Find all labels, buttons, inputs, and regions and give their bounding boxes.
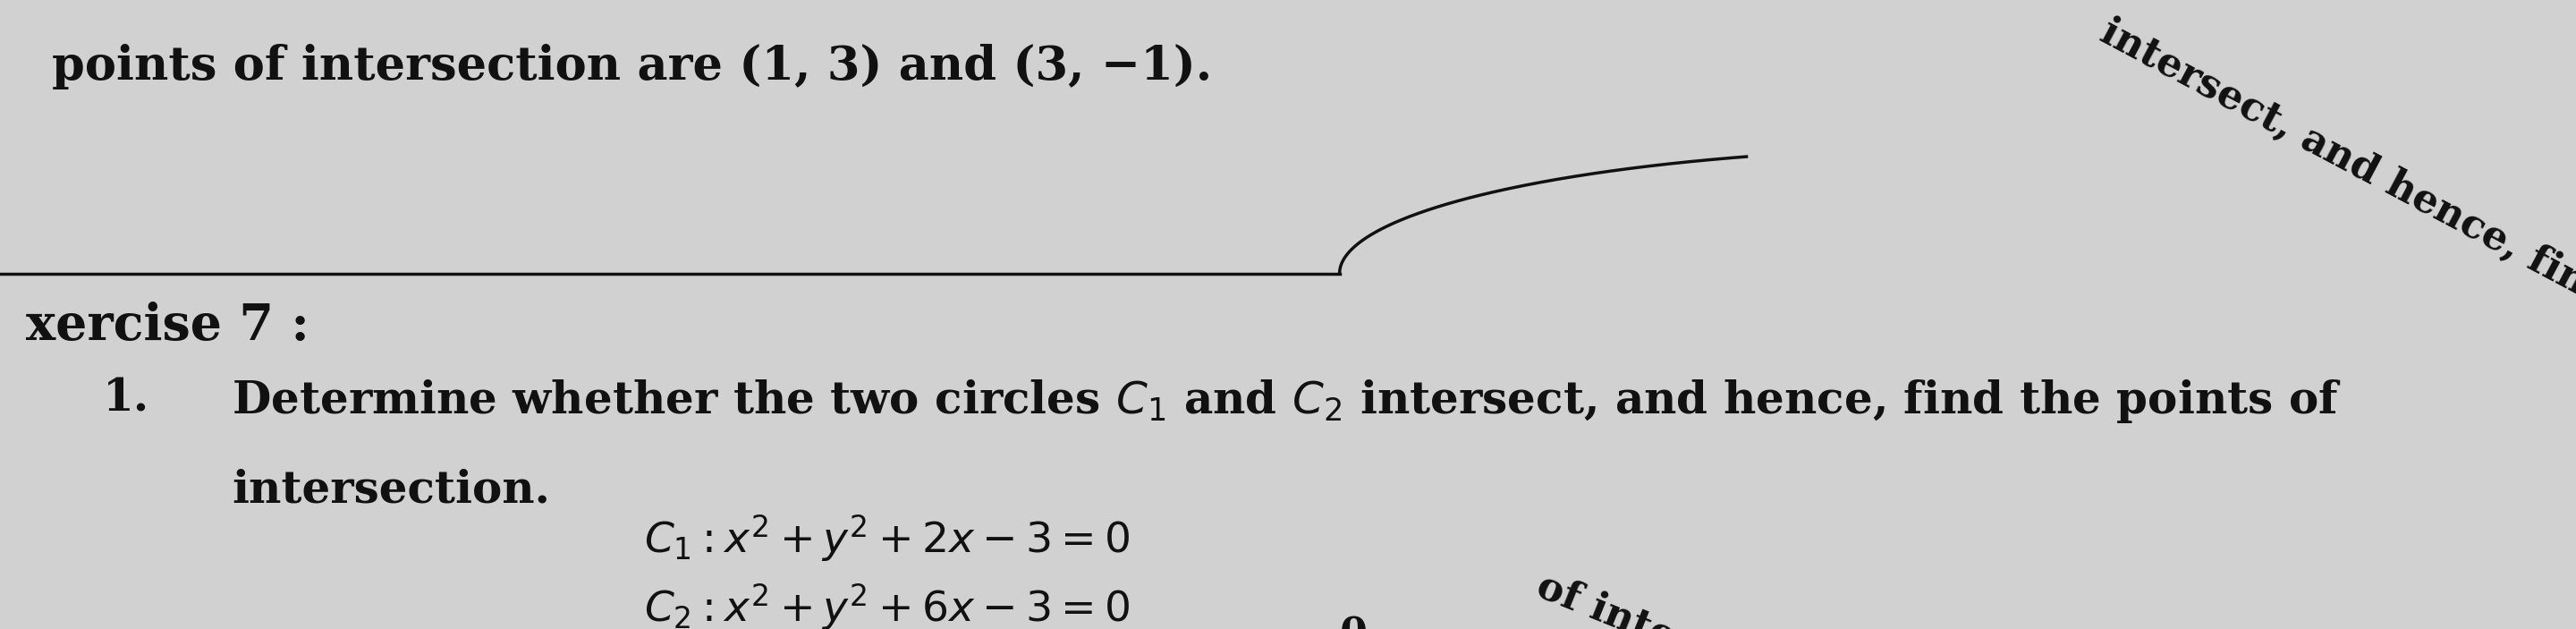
- Text: $C_2 :x^2 + y^2 + 6x - 3 = 0$: $C_2 :x^2 + y^2 + 6x - 3 = 0$: [644, 582, 1131, 629]
- Text: 1.: 1.: [103, 377, 149, 421]
- Text: intersection.: intersection.: [232, 469, 551, 513]
- Text: points of intersection are (1, 3) and (3, −1).: points of intersection are (1, 3) and (3…: [52, 44, 1211, 90]
- Text: of intersection of the two circles with e: of intersection of the two circles with …: [1530, 566, 2357, 629]
- Text: xercise 7 :: xercise 7 :: [26, 302, 309, 351]
- Text: 0: 0: [1340, 616, 1368, 629]
- Text: $C_1 :x^2 + y^2 + 2x - 3 = 0$: $C_1 :x^2 + y^2 + 2x - 3 = 0$: [644, 513, 1131, 564]
- Text: intersect, and hence, find the points of: intersect, and hence, find the points of: [2094, 13, 2576, 455]
- Text: Determine whether the two circles $C_1$ and $C_2$ intersect, and hence, find the: Determine whether the two circles $C_1$ …: [232, 377, 2342, 425]
